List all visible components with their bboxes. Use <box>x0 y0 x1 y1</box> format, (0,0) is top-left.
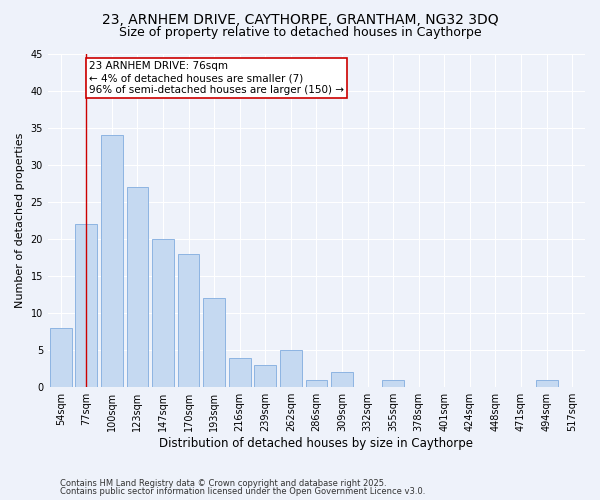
Bar <box>101 136 123 387</box>
Bar <box>152 239 174 387</box>
Bar <box>76 224 97 387</box>
Text: Size of property relative to detached houses in Caythorpe: Size of property relative to detached ho… <box>119 26 481 39</box>
Bar <box>382 380 404 387</box>
Text: 23, ARNHEM DRIVE, CAYTHORPE, GRANTHAM, NG32 3DQ: 23, ARNHEM DRIVE, CAYTHORPE, GRANTHAM, N… <box>101 12 499 26</box>
Text: Contains public sector information licensed under the Open Government Licence v3: Contains public sector information licen… <box>60 487 425 496</box>
Bar <box>305 380 328 387</box>
Bar <box>127 188 148 387</box>
X-axis label: Distribution of detached houses by size in Caythorpe: Distribution of detached houses by size … <box>160 437 473 450</box>
Bar <box>50 328 71 387</box>
Bar <box>203 298 225 387</box>
Bar <box>229 358 251 387</box>
Bar <box>178 254 199 387</box>
Bar <box>280 350 302 387</box>
Bar <box>254 365 276 387</box>
Text: 23 ARNHEM DRIVE: 76sqm
← 4% of detached houses are smaller (7)
96% of semi-detac: 23 ARNHEM DRIVE: 76sqm ← 4% of detached … <box>89 62 344 94</box>
Text: Contains HM Land Registry data © Crown copyright and database right 2025.: Contains HM Land Registry data © Crown c… <box>60 478 386 488</box>
Bar <box>536 380 557 387</box>
Bar <box>331 372 353 387</box>
Y-axis label: Number of detached properties: Number of detached properties <box>15 133 25 308</box>
